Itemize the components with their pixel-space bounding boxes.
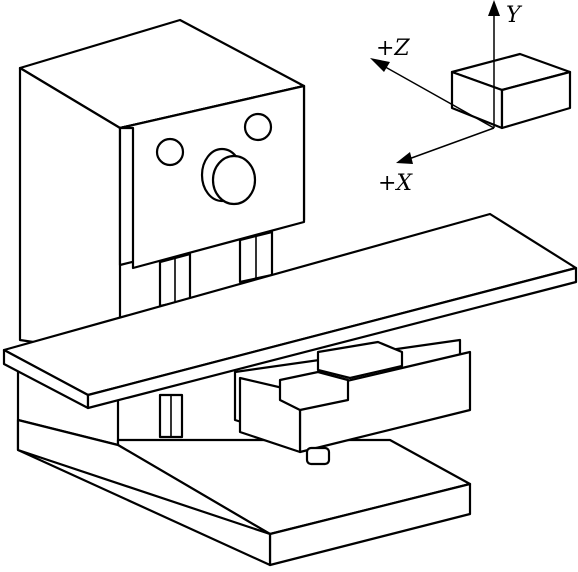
coordinate-axes: Y +Z +X — [370, 0, 572, 196]
work-table — [2, 212, 578, 410]
knob-right-icon — [243, 112, 273, 142]
z-axis-label: +Z — [376, 36, 410, 61]
workpiece-box — [450, 52, 572, 130]
knob-left-icon — [155, 137, 185, 167]
z-axis-arrow-icon — [370, 58, 390, 72]
spindle-head — [118, 84, 306, 270]
y-axis-label: Y — [506, 3, 523, 28]
z-axis-line — [379, 63, 495, 129]
x-axis-line — [405, 127, 495, 161]
machine-knee — [158, 338, 472, 466]
spindle-nose — [211, 154, 257, 206]
x-axis-label: +X — [378, 171, 413, 196]
x-axis-arrow-icon — [396, 152, 413, 164]
screw-foot — [305, 446, 331, 466]
y-axis-arrow-icon — [488, 0, 500, 16]
